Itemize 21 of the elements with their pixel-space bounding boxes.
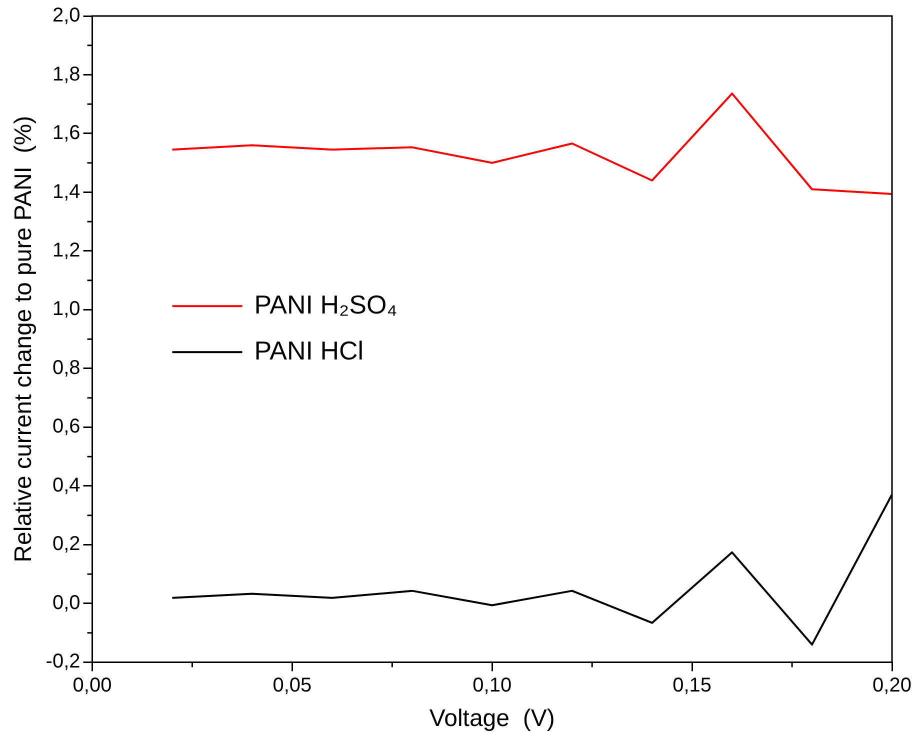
x-tick-label: 0,05 [272, 674, 312, 697]
x-tick-label: 0,00 [72, 674, 112, 697]
y-tick-label: 2,0 [52, 4, 80, 27]
y-tick-label: 1,2 [52, 239, 80, 262]
y-tick-label: -0,2 [46, 650, 80, 673]
y-axis-title: Relative current change to pure PANI (%) [10, 116, 38, 562]
x-tick-label: 0,15 [672, 674, 712, 697]
y-tick-label: 1,8 [52, 63, 80, 86]
legend-label: PANI HCl [254, 335, 364, 366]
y-tick-label: 1,0 [52, 298, 80, 320]
x-tick-label: 0,10 [472, 674, 512, 697]
y-tick-label: 1,6 [52, 122, 80, 144]
x-tick-label: 0,20 [872, 674, 912, 697]
y-tick-label: 0,8 [52, 356, 80, 379]
y-tick-label: 0,2 [52, 533, 80, 556]
legend-label: PANI H₂SO₄ [254, 289, 398, 320]
y-tick-label: 1,4 [52, 180, 80, 203]
y-tick-label: 0,4 [52, 474, 80, 496]
x-axis-title: Voltage (V) [429, 705, 555, 732]
y-tick-label: 0,6 [52, 416, 80, 438]
y-tick-label: 0,0 [52, 592, 80, 614]
